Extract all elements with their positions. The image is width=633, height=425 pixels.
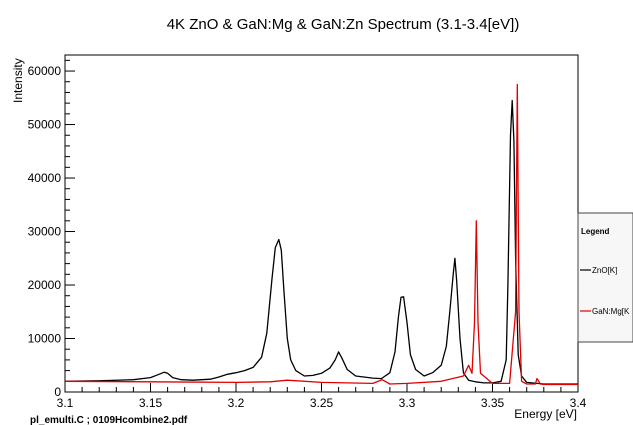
x-axis-title: Energy [eV] <box>514 407 577 421</box>
legend-entry-label: GaN:Mg[K <box>592 307 630 316</box>
x-tick-label: 3.3 <box>399 396 416 410</box>
plot-frame <box>64 54 579 393</box>
y-tick-label: 30000 <box>28 225 62 239</box>
y-tick-label: 60000 <box>28 64 62 78</box>
x-tick-label: 3.2 <box>228 396 245 410</box>
x-tick-label: 3.15 <box>139 396 163 410</box>
x-tick-label: 3.25 <box>310 396 334 410</box>
legend: Legend ZnO[K] GaN:Mg[K <box>577 212 633 343</box>
y-tick-label: 20000 <box>28 278 62 292</box>
y-tick-label: 0 <box>54 385 61 399</box>
x-tick-label: 3.35 <box>481 396 505 410</box>
series-line-gan-mg-k <box>65 83 578 386</box>
footer-caption: pl_emulti.C ; 0109Hcombine2.pdf <box>30 415 188 425</box>
chart-title: 4K ZnO & GaN:Mg & GaN:Zn Spectrum (3.1-3… <box>167 16 520 33</box>
plot-area: 3.1 3.15 3.2 3.25 3.3 3.35 3.4 0 10000 20000 30000… <box>28 54 587 410</box>
legend-box <box>577 212 633 343</box>
x-tick-label: 3.4 <box>570 396 587 410</box>
y-tick-label: 10000 <box>28 332 62 346</box>
legend-entry-label: ZnO[K] <box>592 266 617 275</box>
y-tick-label: 40000 <box>28 171 62 185</box>
legend-title: Legend <box>581 227 610 236</box>
y-axis-title: Intensity <box>11 58 25 103</box>
x-tick-label: 3.1 <box>57 396 74 410</box>
y-tick-label: 50000 <box>28 118 62 132</box>
series-line-zno-k <box>65 99 578 385</box>
